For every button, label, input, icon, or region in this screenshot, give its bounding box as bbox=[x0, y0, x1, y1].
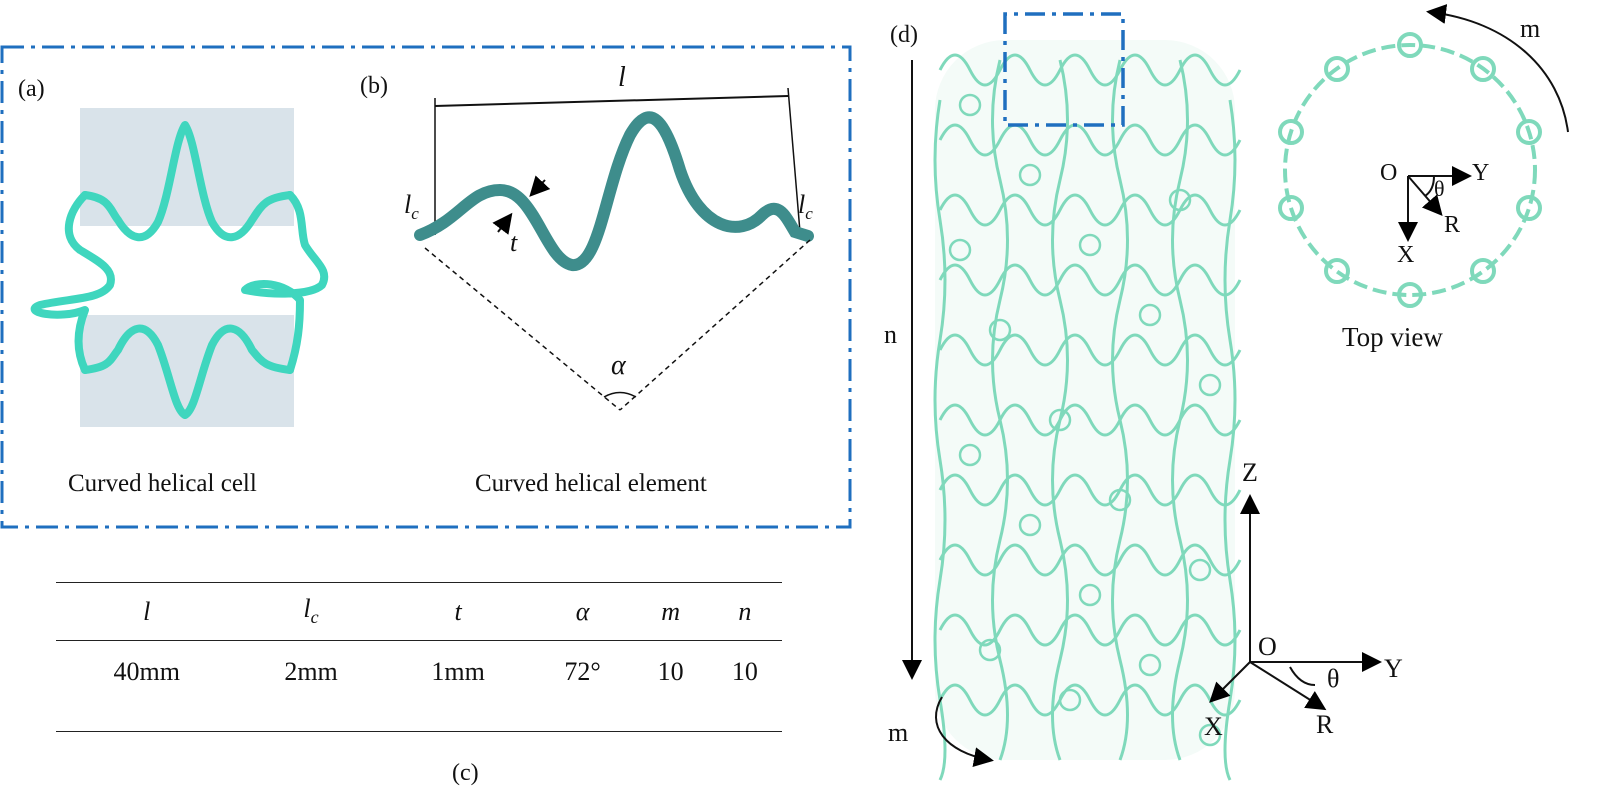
panel-d-label: (d) bbox=[890, 22, 918, 48]
panel-a-caption: Curved helical cell bbox=[68, 470, 257, 497]
symbol-lc-left: lc bbox=[404, 190, 419, 224]
helical-element bbox=[414, 87, 814, 411]
table-row: 40mm 2mm 1mm 72° 10 10 bbox=[56, 641, 782, 704]
m-top-arrow bbox=[1426, 4, 1569, 133]
axis-x-label: X bbox=[1204, 712, 1223, 741]
value-n: 10 bbox=[731, 657, 758, 686]
parameter-table: l lc t α m n 40mm 2mm 1mm 72° 10 10 bbox=[56, 582, 782, 732]
value-alpha: 72° bbox=[564, 657, 601, 686]
top-theta-label: θ bbox=[1434, 176, 1445, 201]
symbol-alpha: α bbox=[611, 350, 626, 381]
top-view-caption: Top view bbox=[1342, 322, 1443, 352]
helical-cell bbox=[30, 108, 329, 427]
top-o-label: O bbox=[1380, 160, 1398, 186]
symbol-lc-right: lc bbox=[798, 190, 813, 224]
axis-y-label: Y bbox=[1384, 654, 1403, 683]
panel-b-label: (b) bbox=[360, 73, 388, 99]
n-label: n bbox=[884, 320, 897, 349]
header-l: l bbox=[56, 582, 238, 641]
axes-top-view bbox=[1398, 166, 1472, 242]
unit-cell-marker bbox=[1003, 12, 1125, 127]
axis-z-label: Z bbox=[1242, 458, 1258, 487]
value-m: 10 bbox=[657, 657, 684, 686]
alpha-arc bbox=[603, 391, 637, 398]
panel-a-label: (a) bbox=[18, 76, 45, 102]
angle-leg-left bbox=[424, 247, 621, 411]
top-x-label: X bbox=[1397, 242, 1415, 268]
length-l-dimension bbox=[434, 95, 789, 107]
header-lc: lc bbox=[237, 582, 385, 641]
axis-r-label: R bbox=[1316, 710, 1334, 739]
axis-theta-label: θ bbox=[1327, 664, 1340, 693]
header-n: n bbox=[707, 582, 782, 641]
axis-o-label: O bbox=[1258, 632, 1277, 661]
table-header-row: l lc t α m n bbox=[56, 582, 782, 641]
top-y-label: Y bbox=[1472, 160, 1490, 186]
m-direction-arrow bbox=[935, 696, 994, 768]
header-m: m bbox=[633, 582, 708, 641]
panel-b-caption: Curved helical element bbox=[475, 470, 707, 497]
m-top-label: m bbox=[1520, 14, 1541, 43]
value-t: 1mm bbox=[431, 657, 485, 686]
axes-3d bbox=[1209, 494, 1382, 711]
symbol-l: l bbox=[618, 62, 626, 93]
value-lc: 2mm bbox=[284, 657, 338, 686]
m-bottom-label: m bbox=[888, 718, 909, 747]
value-l: 40mm bbox=[113, 657, 180, 686]
symbol-t: t bbox=[510, 228, 518, 257]
panel-ab-frame bbox=[0, 45, 852, 529]
top-view-ring bbox=[1278, 32, 1542, 308]
top-r-label: R bbox=[1444, 212, 1461, 238]
header-t: t bbox=[384, 582, 532, 641]
angle-leg-right bbox=[619, 239, 811, 411]
panel-c-label: (c) bbox=[452, 760, 479, 786]
helical-cylinder bbox=[933, 12, 1242, 781]
header-alpha: α bbox=[531, 582, 634, 641]
